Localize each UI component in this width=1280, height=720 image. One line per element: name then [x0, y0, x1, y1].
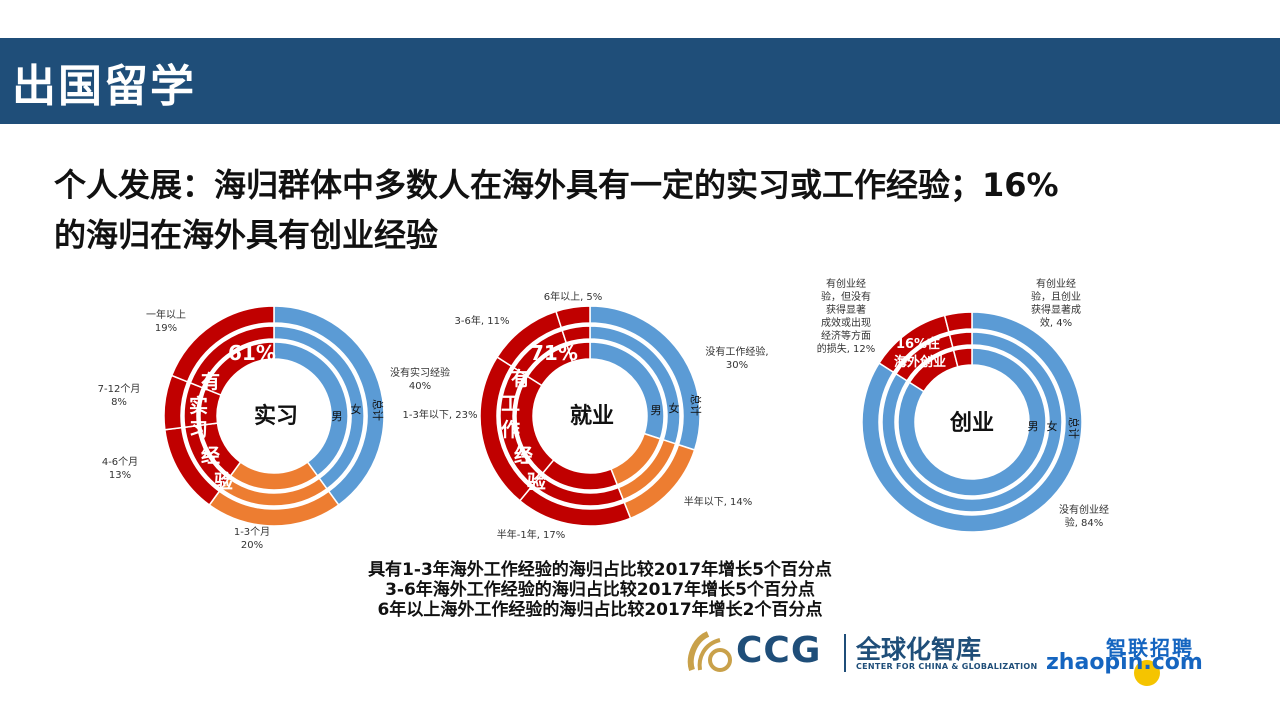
- slice-label: 一年以上 19%: [146, 308, 186, 334]
- slice-label: 没有工作经验, 30%: [705, 345, 768, 371]
- note-line: 3-6年海外工作经验的海归占比较2017年增长5个百分点: [385, 580, 815, 600]
- donut-segment: [952, 347, 973, 368]
- ccg-chinese-name: 全球化智库: [856, 635, 982, 664]
- ring-label-female: 女: [351, 402, 362, 416]
- entrepreneurship-center-label: 创业: [949, 411, 994, 436]
- internship-highlight-text: 有 实 习 经 验: [189, 370, 234, 493]
- ccg-english-name: CENTER FOR CHINA & GLOBALIZATION: [856, 662, 1038, 671]
- employment-highlight-percent: 71%: [530, 341, 578, 365]
- donut-segment: [189, 325, 275, 389]
- donut-segment: [555, 305, 591, 329]
- zhaopin-chinese-name: 智联招聘: [1106, 636, 1194, 660]
- entrepreneurship-rings: [861, 311, 1083, 533]
- internship-donut: 61% 有 实 习 经 验 实习 男 女 总计 没有实习经验 40% 1-3个月 2…: [98, 305, 450, 551]
- donut-segment: [943, 311, 973, 333]
- ring-label-total: 总计: [371, 399, 385, 421]
- internship-highlight-char: 有: [201, 370, 220, 393]
- internship-highlight-char: 实: [189, 394, 208, 417]
- donut-segment: [170, 305, 275, 383]
- employment-highlight-char: 有: [511, 367, 530, 390]
- internship-highlight-char: 验: [214, 470, 234, 493]
- zhaopin-dot-icon: [1134, 660, 1160, 686]
- ring-label-total: 总计: [1067, 417, 1081, 439]
- donut-segment: [204, 341, 275, 396]
- donut-segment: [561, 325, 591, 344]
- ccg-emblem-icon: [687, 631, 732, 672]
- slice-label: 没有实习经验 40%: [390, 366, 450, 392]
- employment-center-label: 就业: [570, 403, 614, 429]
- title-banner: 出国留学: [0, 38, 1280, 124]
- employment-highlight-char: 工: [501, 393, 520, 415]
- ring-label-total: 总计: [689, 394, 703, 416]
- ccg-wordmark: CCG: [736, 630, 822, 671]
- slice-label: 3-6年, 11%: [455, 314, 510, 327]
- zhaopin-logo: 智联招聘 zhaopin.com: [1046, 632, 1236, 686]
- internship-highlight-percent: 61%: [228, 341, 276, 365]
- entrepreneurship-highlight-text: 16%在: [896, 336, 940, 352]
- slice-label: 有创业经验，但没有获得显著成效或出现经济等方面的损失, 12%: [817, 277, 876, 355]
- slice-label: 没有创业经验, 84%: [1059, 503, 1109, 529]
- ccg-logo: CCG 全球化智库 CENTER FOR CHINA & GLOBALIZATI…: [686, 630, 1037, 674]
- donut-charts: 61% 有 实 习 经 验 实习 男 女 总计 没有实习经验 40% 1-3个月 2…: [98, 277, 1109, 551]
- internship-rings: [163, 305, 385, 527]
- slice-label: 1-3年以下, 23%: [403, 408, 478, 421]
- employment-highlight-char: 经: [514, 444, 533, 467]
- note-line: 具有1-3年海外工作经验的海归占比较2017年增长5个百分点: [368, 560, 832, 580]
- slice-label: 半年以下, 14%: [684, 495, 753, 508]
- slice-label: 有创业经验，且创业获得显著成效, 4%: [1031, 277, 1081, 329]
- zhaopin-wordmark: zhaopin.com: [1046, 650, 1203, 675]
- slice-label: 1-3个月 20%: [234, 526, 270, 551]
- ring-label-male: 男: [1028, 420, 1039, 433]
- notes: 具有1-3年海外工作经验的海归占比较2017年增长5个百分点 3-6年海外工作经…: [300, 560, 900, 620]
- slice-label: 4-6个月 13%: [102, 456, 138, 481]
- employment-rings: [479, 305, 701, 527]
- internship-highlight-char: 经: [201, 444, 220, 467]
- ccg-divider: [844, 634, 846, 672]
- employment-highlight-char: 验: [527, 470, 547, 493]
- entrepreneurship-donut: 16%在 海外创业 创业 男 女 总计 没有创业经验, 84% 有创业经验，但没…: [817, 277, 1109, 533]
- slice-label: 半年-1年, 17%: [497, 528, 566, 541]
- ring-label-male: 男: [332, 410, 343, 423]
- headline-line-1: 个人发展：海归群体中多数人在海外具有一定的实习或工作经验；16%: [54, 166, 1059, 204]
- headline: 个人发展：海归群体中多数人在海外具有一定的实习或工作经验；16% 的海归在海外具…: [54, 160, 1244, 260]
- donut-segment: [948, 331, 973, 349]
- slice-label: 7-12个月 8%: [98, 383, 141, 408]
- ring-label-female: 女: [1047, 419, 1058, 433]
- donut-segment: [566, 341, 591, 363]
- slice-label: 6年以上, 5%: [544, 290, 603, 303]
- ring-label-male: 男: [651, 404, 662, 417]
- employment-donut: 71% 有 工 作 经 验 就业 男 女 总计 没有工作经验, 30% 半年以下,…: [403, 290, 769, 541]
- donut-segment: [881, 331, 1063, 513]
- section-title: 出国留学: [12, 61, 196, 112]
- internship-center-label: 实习: [254, 403, 298, 429]
- employment-highlight-char: 作: [501, 418, 520, 441]
- ring-label-female: 女: [669, 401, 680, 415]
- donut-segment: [897, 347, 1047, 497]
- donut-segment: [861, 311, 1083, 533]
- internship-highlight-char: 习: [189, 419, 208, 441]
- entrepreneurship-highlight-text: 海外创业: [894, 354, 946, 370]
- donut-segment: [229, 461, 319, 491]
- note-line: 6年以上海外工作经验的海归占比较2017年增长2个百分点: [377, 600, 823, 620]
- employment-highlight-text: 有 工 作 经 验: [501, 367, 547, 493]
- headline-line-2: 的海归在海外具有创业经验: [54, 216, 439, 254]
